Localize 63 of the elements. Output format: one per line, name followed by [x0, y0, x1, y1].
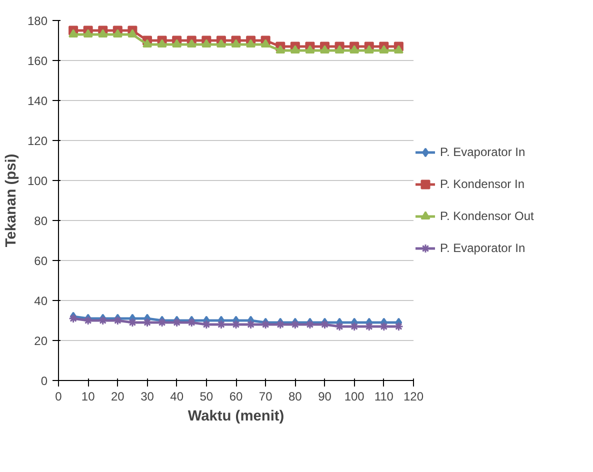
y-tick-label: 20: [34, 334, 48, 348]
x-tick-label: 40: [170, 390, 184, 404]
point: [246, 39, 256, 48]
point: [112, 29, 122, 38]
y-tick-label: 160: [27, 54, 48, 68]
point: [334, 322, 344, 332]
legend-label: P. Kondensor Out: [440, 209, 534, 223]
point: [231, 320, 241, 330]
point: [364, 45, 374, 54]
point: [350, 45, 360, 54]
y-tick-label: 0: [40, 374, 48, 388]
point: [334, 45, 344, 54]
legend-label: P. Evaporator In: [440, 241, 526, 255]
x-tick-label: 70: [258, 390, 273, 404]
point: [305, 45, 315, 54]
y-tick-label: 60: [34, 254, 48, 268]
x-axis-title: Waktu (menit): [188, 408, 284, 424]
point: [216, 320, 226, 330]
y-tick-label: 40: [34, 294, 48, 308]
x-tick-label: 110: [374, 390, 394, 404]
x-tick-label: 20: [110, 390, 125, 404]
point: [320, 45, 330, 54]
point: [142, 318, 152, 328]
legend-label: P. Evaporator In: [440, 145, 526, 159]
y-tick-label: 180: [27, 14, 48, 28]
point: [260, 39, 270, 48]
point: [83, 29, 93, 38]
point: [350, 322, 360, 332]
legend-label: P. Kondensor In: [440, 177, 525, 191]
point: [128, 29, 138, 38]
point: [68, 29, 78, 38]
x-tick-label: 50: [200, 390, 214, 404]
y-tick-label: 120: [27, 134, 48, 148]
x-tick-label: 80: [288, 390, 302, 404]
point: [202, 39, 212, 48]
x-tick-label: 10: [81, 390, 96, 404]
x-tick-label: 100: [344, 390, 365, 404]
point: [246, 320, 256, 330]
point: [157, 39, 167, 48]
point: [186, 39, 196, 48]
y-tick-label: 80: [34, 214, 48, 228]
point: [276, 45, 286, 54]
x-tick-label: 60: [229, 390, 243, 404]
x-tick-label: 30: [140, 390, 154, 404]
point: [394, 322, 404, 332]
point: [364, 322, 374, 332]
point: [379, 45, 389, 54]
x-tick-label: 90: [318, 390, 332, 404]
point: [98, 29, 108, 38]
point: [231, 39, 241, 48]
point: [216, 39, 226, 48]
x-tick-label: 0: [55, 390, 62, 404]
x-tick-label: 120: [403, 390, 424, 404]
y-tick-label: 100: [27, 174, 48, 188]
point: [379, 322, 389, 332]
point: [172, 39, 182, 48]
point: [128, 318, 138, 328]
point: [142, 39, 152, 48]
point: [394, 45, 404, 54]
point: [290, 45, 300, 54]
y-axis-title: Tekanan (psi): [3, 154, 20, 248]
point: [202, 320, 212, 330]
y-tick-label: 140: [27, 94, 48, 108]
